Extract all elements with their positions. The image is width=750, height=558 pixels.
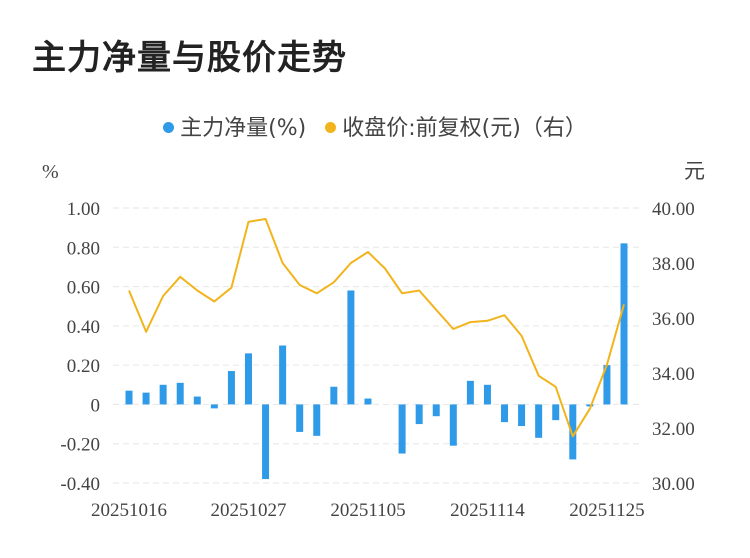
right-axis-unit: 元 — [684, 159, 705, 183]
bar — [210, 404, 218, 409]
bar — [552, 404, 560, 421]
left-tick-label: 0.80 — [67, 238, 100, 259]
bar — [483, 384, 491, 405]
left-tick-label: 0 — [91, 395, 101, 416]
bar — [125, 390, 133, 405]
right-tick-label: 34.00 — [652, 364, 695, 385]
chart-title: 主力净量与股价走势 — [32, 38, 347, 78]
x-tick-label: 20251114 — [450, 500, 525, 521]
bar — [364, 398, 372, 405]
right-tick-label: 36.00 — [652, 309, 695, 330]
right-tick-label: 30.00 — [652, 474, 695, 495]
bar — [313, 404, 321, 436]
bar — [296, 404, 304, 432]
bar — [432, 404, 440, 417]
bar — [569, 404, 577, 460]
right-tick-label: 40.00 — [652, 199, 695, 220]
bar — [262, 404, 270, 480]
bar — [466, 380, 474, 405]
bar — [535, 404, 543, 438]
left-tick-label: 0.20 — [67, 356, 100, 377]
left-tick-label: -0.20 — [60, 435, 100, 456]
bar — [227, 371, 235, 405]
left-tick-label: -0.40 — [60, 474, 100, 495]
bar — [244, 353, 252, 405]
bar — [193, 396, 201, 405]
left-axis-unit: % — [42, 161, 59, 183]
bar — [347, 290, 355, 405]
x-tick-label: 20251016 — [91, 500, 167, 521]
bar — [159, 384, 167, 405]
right-tick-label: 32.00 — [652, 419, 695, 440]
bar — [501, 404, 509, 423]
bar — [518, 404, 526, 427]
x-tick-label: 20251125 — [569, 500, 644, 521]
close-price-line — [128, 218, 625, 438]
legend-label-close-price: 收盘价:前复权(元)（右） — [342, 116, 587, 141]
bar — [330, 386, 338, 405]
legend-item-net-volume[interactable]: 主力净量(%) — [163, 110, 306, 142]
left-tick-label: 0.40 — [67, 317, 100, 338]
bar — [449, 404, 457, 446]
bar — [176, 382, 184, 405]
x-tick-label: 20251105 — [330, 500, 405, 521]
legend-label-net-volume: 主力净量(%) — [180, 116, 307, 141]
right-tick-label: 38.00 — [652, 254, 695, 275]
bar — [398, 404, 406, 454]
bar — [142, 392, 150, 405]
x-tick-label: 20251027 — [210, 500, 286, 521]
bar — [415, 404, 423, 425]
bar — [620, 243, 628, 405]
bar — [586, 404, 594, 407]
legend-dot-close-price — [325, 121, 337, 133]
bar — [603, 365, 611, 405]
legend-item-close-price[interactable]: 收盘价:前复权(元)（右） — [325, 110, 587, 142]
bar — [279, 345, 287, 405]
legend-dot-net-volume — [163, 121, 175, 133]
left-tick-label: 0.60 — [67, 278, 100, 299]
left-tick-label: 1.00 — [67, 199, 100, 220]
legend: 主力净量(%) 收盘价:前复权(元)（右） — [0, 110, 750, 142]
